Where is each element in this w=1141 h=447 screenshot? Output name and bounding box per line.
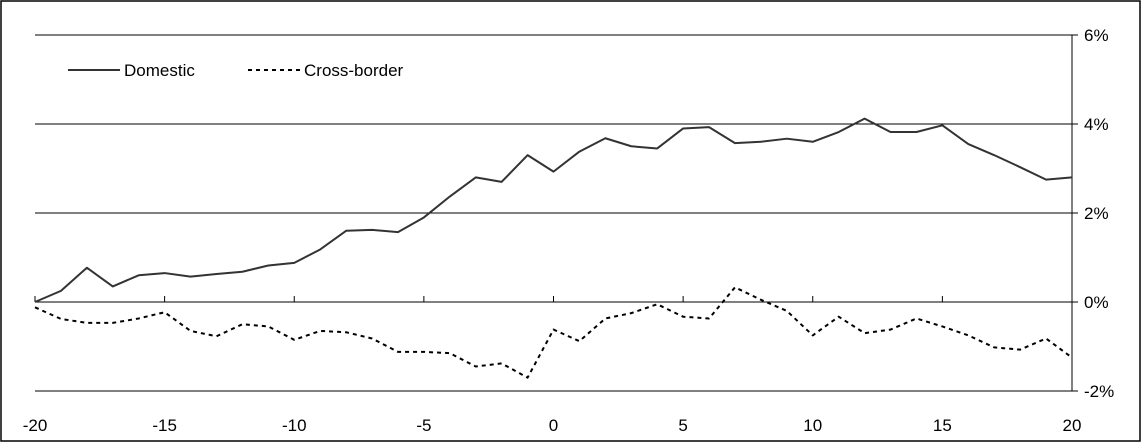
y-tick-label: 4% <box>1084 115 1109 134</box>
series-lines <box>34 117 1073 379</box>
x-tick-label: -15 <box>152 416 177 435</box>
axes: -2% 0% 2% 4% 6% -20 -15 -10 -5 0 5 10 15 20 <box>23 26 1115 435</box>
x-tick-label: 15 <box>933 416 952 435</box>
x-tick-label: 5 <box>678 416 687 435</box>
gridlines <box>35 34 1072 392</box>
x-tick-label: -5 <box>416 416 431 435</box>
x-tick-label: 20 <box>1063 416 1082 435</box>
x-tick-label: 0 <box>549 416 558 435</box>
legend-label-cross-border: Cross-border <box>304 61 404 80</box>
series-line-cross-border <box>34 286 1073 379</box>
legend: Domestic Cross-border <box>68 61 404 80</box>
y-tick-label: -2% <box>1084 382 1114 401</box>
y-tick-label: 2% <box>1084 204 1109 223</box>
legend-label-domestic: Domestic <box>124 61 195 80</box>
x-tick-label: 10 <box>803 416 822 435</box>
y-tick-label: 6% <box>1084 26 1109 45</box>
x-tick-label: -10 <box>282 416 307 435</box>
y-tick-label: 0% <box>1084 293 1109 312</box>
series-line-domestic <box>34 117 1073 303</box>
x-tick-label: -20 <box>23 416 48 435</box>
